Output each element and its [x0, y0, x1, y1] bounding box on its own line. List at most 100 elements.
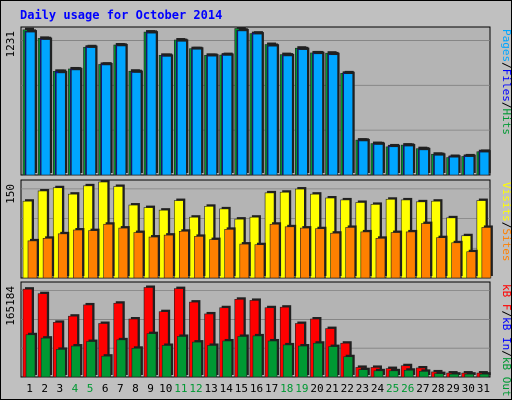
- bar-pages: [373, 144, 384, 176]
- bar-sites: [254, 244, 265, 279]
- day-label: 10: [159, 382, 172, 395]
- bar-sites: [148, 236, 159, 279]
- bar-pages: [176, 41, 187, 176]
- day-label: 23: [356, 382, 369, 395]
- bar-sites: [330, 232, 340, 279]
- panel-visits: 150 Visits/Sites: [4, 179, 512, 279]
- day-label: 9: [147, 382, 154, 395]
- bar-pages: [434, 155, 444, 176]
- day-label: 29: [447, 382, 460, 395]
- bar-sites: [345, 227, 356, 279]
- bar-sites: [436, 237, 446, 279]
- bar-sites: [360, 231, 371, 279]
- bar-sites: [73, 229, 83, 279]
- y-max-label: 150: [4, 184, 17, 204]
- day-label: 25: [386, 382, 399, 395]
- bar-pages: [449, 156, 459, 176]
- bar-pages: [116, 45, 127, 176]
- day-labels: 1 2 3 4 5 6 7 8 9 10 11 12 13 14 15 16 17 18 19 20 21 22 23 24 2…: [26, 382, 490, 395]
- bar-sites: [194, 236, 204, 279]
- bar-pages: [192, 48, 202, 176]
- bar-pages: [161, 56, 172, 176]
- bar-sites: [42, 238, 53, 279]
- legend-entry: kB Out: [500, 357, 512, 397]
- bar-pages: [267, 45, 278, 176]
- bar-kb-out: [86, 341, 96, 378]
- day-label: 28: [431, 382, 444, 395]
- legend-entry: kB In: [500, 317, 512, 350]
- legend-entry: Hits: [500, 109, 512, 136]
- day-label: 16: [250, 382, 263, 395]
- legend-entry: /: [500, 350, 512, 357]
- bar-kb-out: [449, 373, 459, 378]
- bar-kb-out: [464, 373, 475, 378]
- bar-kb-out: [71, 345, 81, 378]
- day-label: 31: [477, 382, 490, 395]
- legend-entry: Sites: [500, 228, 512, 261]
- bar-pages: [131, 72, 142, 176]
- bar-kb-out: [388, 370, 399, 378]
- bar-sites: [103, 223, 113, 279]
- day-label: 12: [189, 382, 202, 395]
- bar-pages: [252, 33, 263, 176]
- legend: Visits/Sites: [500, 182, 512, 262]
- day-label: 11: [174, 382, 187, 395]
- bar-sites: [239, 243, 250, 279]
- day-label: 4: [72, 382, 79, 395]
- day-label: 24: [371, 382, 385, 395]
- bar-kb-out: [436, 371, 446, 375]
- bar-sites: [27, 240, 38, 279]
- bar-kb-out: [343, 356, 354, 378]
- day-label: 17: [265, 382, 278, 395]
- day-label: 27: [416, 382, 429, 395]
- bar-sites: [451, 242, 461, 279]
- bar-pages: [343, 73, 354, 176]
- bar-pages: [101, 64, 111, 176]
- day-label: 8: [132, 382, 139, 395]
- bar-pages: [237, 30, 248, 176]
- bar-pages: [298, 49, 308, 176]
- bar-sites: [375, 238, 386, 279]
- day-label: 5: [87, 382, 94, 395]
- bar-kb-out: [481, 372, 491, 375]
- bar-kb-out: [267, 340, 278, 378]
- bar-kb-out: [55, 349, 66, 378]
- bar-sites: [88, 230, 98, 279]
- legend-entry: Files: [500, 69, 512, 102]
- bar-kb-out: [358, 369, 369, 378]
- bar-pages: [222, 55, 232, 176]
- bar-kb-out: [373, 370, 384, 378]
- bar-kb-out: [451, 372, 461, 375]
- day-label: 14: [220, 382, 234, 395]
- bar-kb-out: [282, 344, 293, 378]
- day-label: 21: [326, 382, 339, 395]
- bar-sites: [284, 226, 295, 279]
- bar-sites: [57, 233, 68, 279]
- bar-kb-out: [40, 337, 51, 378]
- bar-pages: [328, 54, 338, 176]
- bar-kb-out: [252, 335, 263, 378]
- legend-entry: /: [500, 222, 512, 229]
- bar-kb-out: [116, 339, 127, 378]
- bar-kb-out: [146, 333, 157, 378]
- legend-entry: Visits: [500, 182, 512, 222]
- bar-sites: [300, 227, 310, 279]
- day-label: 15: [235, 382, 248, 395]
- bar-kb-out: [176, 336, 187, 378]
- bar-sites: [269, 223, 280, 279]
- legend: Pages/Files/Hits: [500, 29, 512, 135]
- bar-kb-out: [313, 342, 323, 378]
- bar-pages: [403, 145, 414, 176]
- bar-kb-out: [434, 373, 444, 378]
- legend-entry: /: [500, 102, 512, 109]
- bar-sites: [390, 232, 401, 279]
- bar-pages: [40, 39, 51, 176]
- legend-entry: kB F: [500, 284, 512, 311]
- bar-pages: [464, 156, 475, 176]
- day-label: 1: [26, 382, 33, 395]
- panel-kbytes: 165184 kB F/kB In/kB Out: [4, 281, 512, 397]
- bar-kb-out: [25, 334, 36, 378]
- bar-kb-out: [479, 373, 490, 378]
